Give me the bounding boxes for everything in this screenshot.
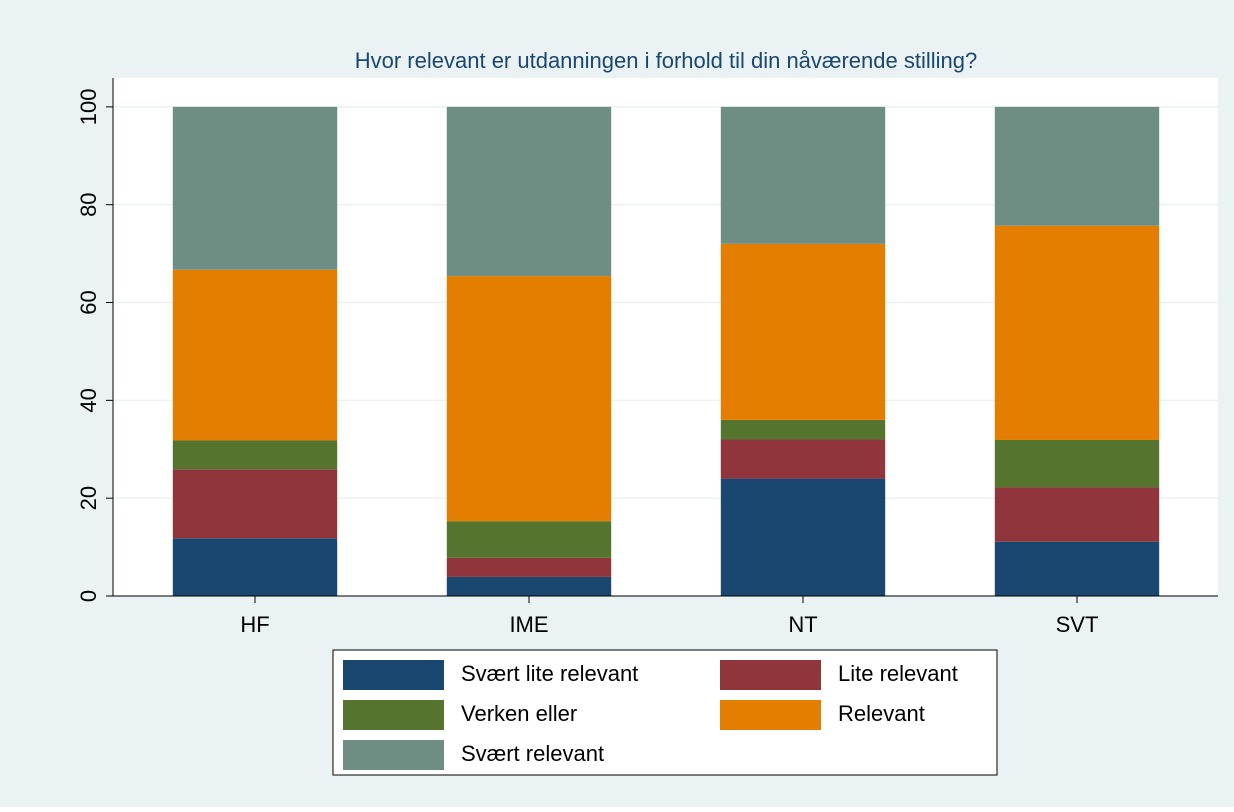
bar-segment	[994, 541, 1160, 596]
legend-key	[343, 740, 444, 770]
x-tick-label: IME	[509, 612, 548, 637]
legend-label: Relevant	[838, 701, 925, 726]
legend-label: Svært lite relevant	[461, 661, 638, 686]
bar-segment	[172, 538, 338, 596]
bar-segment	[446, 576, 612, 596]
y-tick-label: 60	[76, 290, 101, 314]
bar-segment	[172, 106, 338, 270]
x-tick-label: SVT	[1056, 612, 1099, 637]
legend-key	[720, 700, 821, 730]
bar-segment	[446, 106, 612, 277]
bar-segment	[720, 419, 886, 440]
legend-label: Svært relevant	[461, 741, 604, 766]
bar-segment	[172, 269, 338, 441]
x-tick-label: NT	[788, 612, 817, 637]
bar-segment	[446, 276, 612, 522]
y-tick-label: 80	[76, 192, 101, 216]
legend-label: Lite relevant	[838, 661, 958, 686]
chart-title: Hvor relevant er utdanningen i forhold t…	[355, 48, 977, 73]
bar-segment	[446, 557, 612, 577]
bar-segment	[172, 440, 338, 470]
bar-segment	[446, 521, 612, 558]
x-tick-label: HF	[240, 612, 269, 637]
bar-segment	[720, 243, 886, 420]
bar-segment	[994, 225, 1160, 440]
bar-segment	[720, 106, 886, 244]
y-tick-label: 100	[76, 88, 101, 125]
bar-segment	[720, 439, 886, 479]
legend-key	[343, 660, 444, 690]
y-tick-label: 40	[76, 388, 101, 412]
legend-key	[343, 700, 444, 730]
bar-segment	[994, 439, 1160, 488]
legend-key	[720, 660, 821, 690]
bar-segment	[994, 487, 1160, 542]
legend-label: Verken eller	[461, 701, 577, 726]
bar-segment	[172, 469, 338, 539]
bar-segment	[994, 106, 1160, 226]
y-tick-label: 0	[76, 590, 101, 602]
bar-segment	[720, 478, 886, 596]
y-tick-label: 20	[76, 486, 101, 510]
